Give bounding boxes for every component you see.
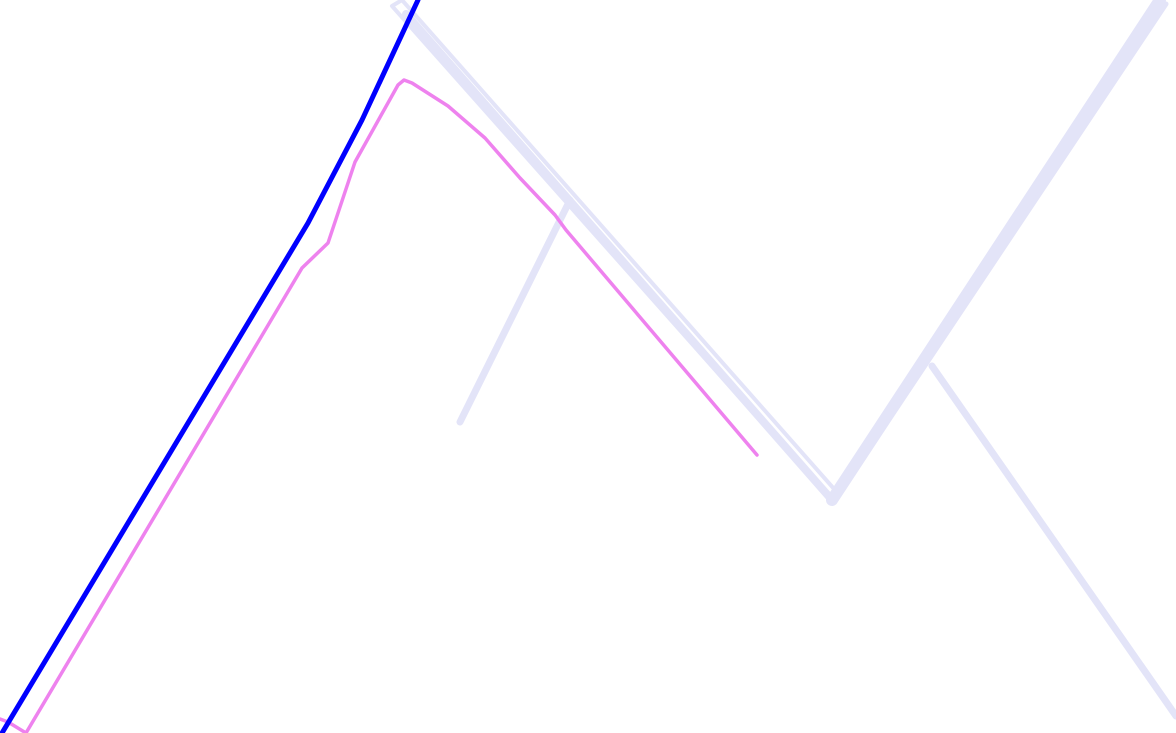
primary-route-line[interactable] [0,0,421,733]
secondary-route-line[interactable] [0,78,759,733]
faint-road-segment-c [826,0,1166,506]
faint-road-segment-d [839,1,1169,493]
faint-road-segment-b [402,10,836,504]
faint-road-network [390,0,1176,720]
faint-road-segment-e [456,196,574,426]
faint-road-segment-f [928,362,1176,720]
